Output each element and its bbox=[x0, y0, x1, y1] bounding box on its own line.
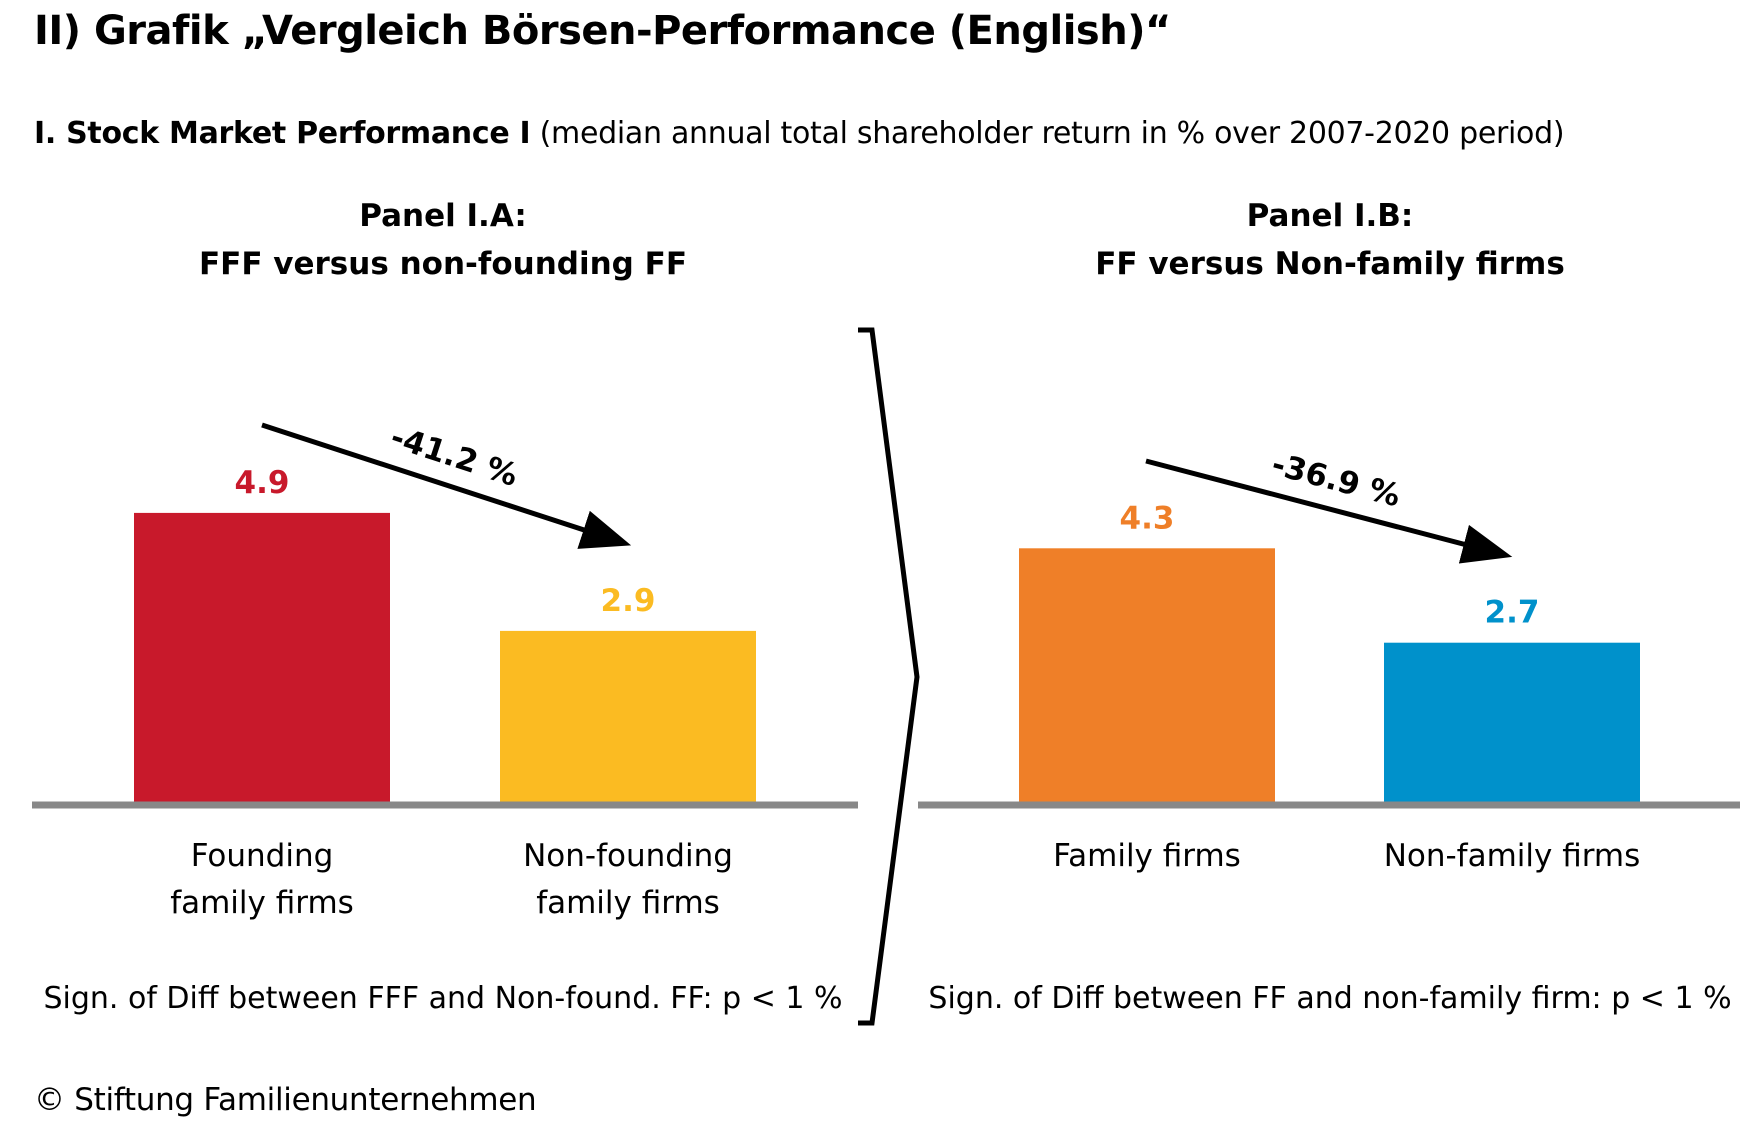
panel-a-category-label-1: family firms bbox=[170, 885, 354, 921]
panel-b-change-arrow bbox=[1145, 458, 1513, 564]
page-title: II) Grafik „Vergleich Börsen-Performance… bbox=[34, 8, 1171, 54]
panel-b-title-line: FF versus Non-family firms bbox=[1095, 246, 1565, 282]
panel-a-title-line: FFF versus non-founding FF bbox=[199, 246, 687, 282]
panel-b-value-label-2: 2.7 bbox=[1485, 595, 1540, 631]
panel-b: Panel I.B: FF versus Non-family firms 4.3 F… bbox=[918, 198, 1740, 1016]
panel-a-title-line: Panel I.A: bbox=[359, 198, 527, 234]
panel-a-bar-2 bbox=[500, 630, 756, 802]
subtitle-bold: I. Stock Market Performance I bbox=[34, 116, 531, 151]
panel-a-category-label-2: Non-founding bbox=[523, 838, 733, 874]
subtitle-rest: (median annual total shareholder return … bbox=[539, 116, 1565, 151]
panel-b-value-label-1: 4.3 bbox=[1120, 500, 1175, 536]
panel-a-bar-1 bbox=[134, 512, 390, 802]
panel-b-change-label: -36.9 % bbox=[1268, 446, 1404, 514]
panel-b-category-label-1: Family firms bbox=[1053, 838, 1241, 874]
panel-a-change-label: -41.2 % bbox=[386, 419, 522, 494]
panel-a-category-label-2: family firms bbox=[536, 885, 720, 921]
panel-a-significance-note: Sign. of Diff between FFF and Non-found.… bbox=[43, 981, 842, 1016]
panel-divider-bracket bbox=[858, 327, 920, 1026]
panel-a-value-label-2: 2.9 bbox=[601, 583, 656, 619]
panel-b-title-line: Panel I.B: bbox=[1247, 198, 1414, 234]
panel-a-value-label-1: 4.9 bbox=[235, 465, 290, 501]
panel-a-change-arrow bbox=[261, 422, 632, 549]
panel-b-category-label-2: Non-family firms bbox=[1384, 838, 1641, 874]
panel-a: Panel I.A: FFF versus non-founding FF 4.9 F… bbox=[32, 198, 858, 1016]
copyright-text: © Stiftung Familienunternehmen bbox=[34, 1082, 537, 1118]
panel-b-significance-note: Sign. of Diff between FF and non-family … bbox=[928, 981, 1731, 1016]
chart-subtitle: I. Stock Market Performance I (median an… bbox=[34, 116, 1565, 151]
panel-b-bar-1 bbox=[1019, 548, 1275, 802]
panel-a-category-label-1: Founding bbox=[191, 838, 334, 874]
panel-b-bar-2 bbox=[1384, 642, 1640, 802]
